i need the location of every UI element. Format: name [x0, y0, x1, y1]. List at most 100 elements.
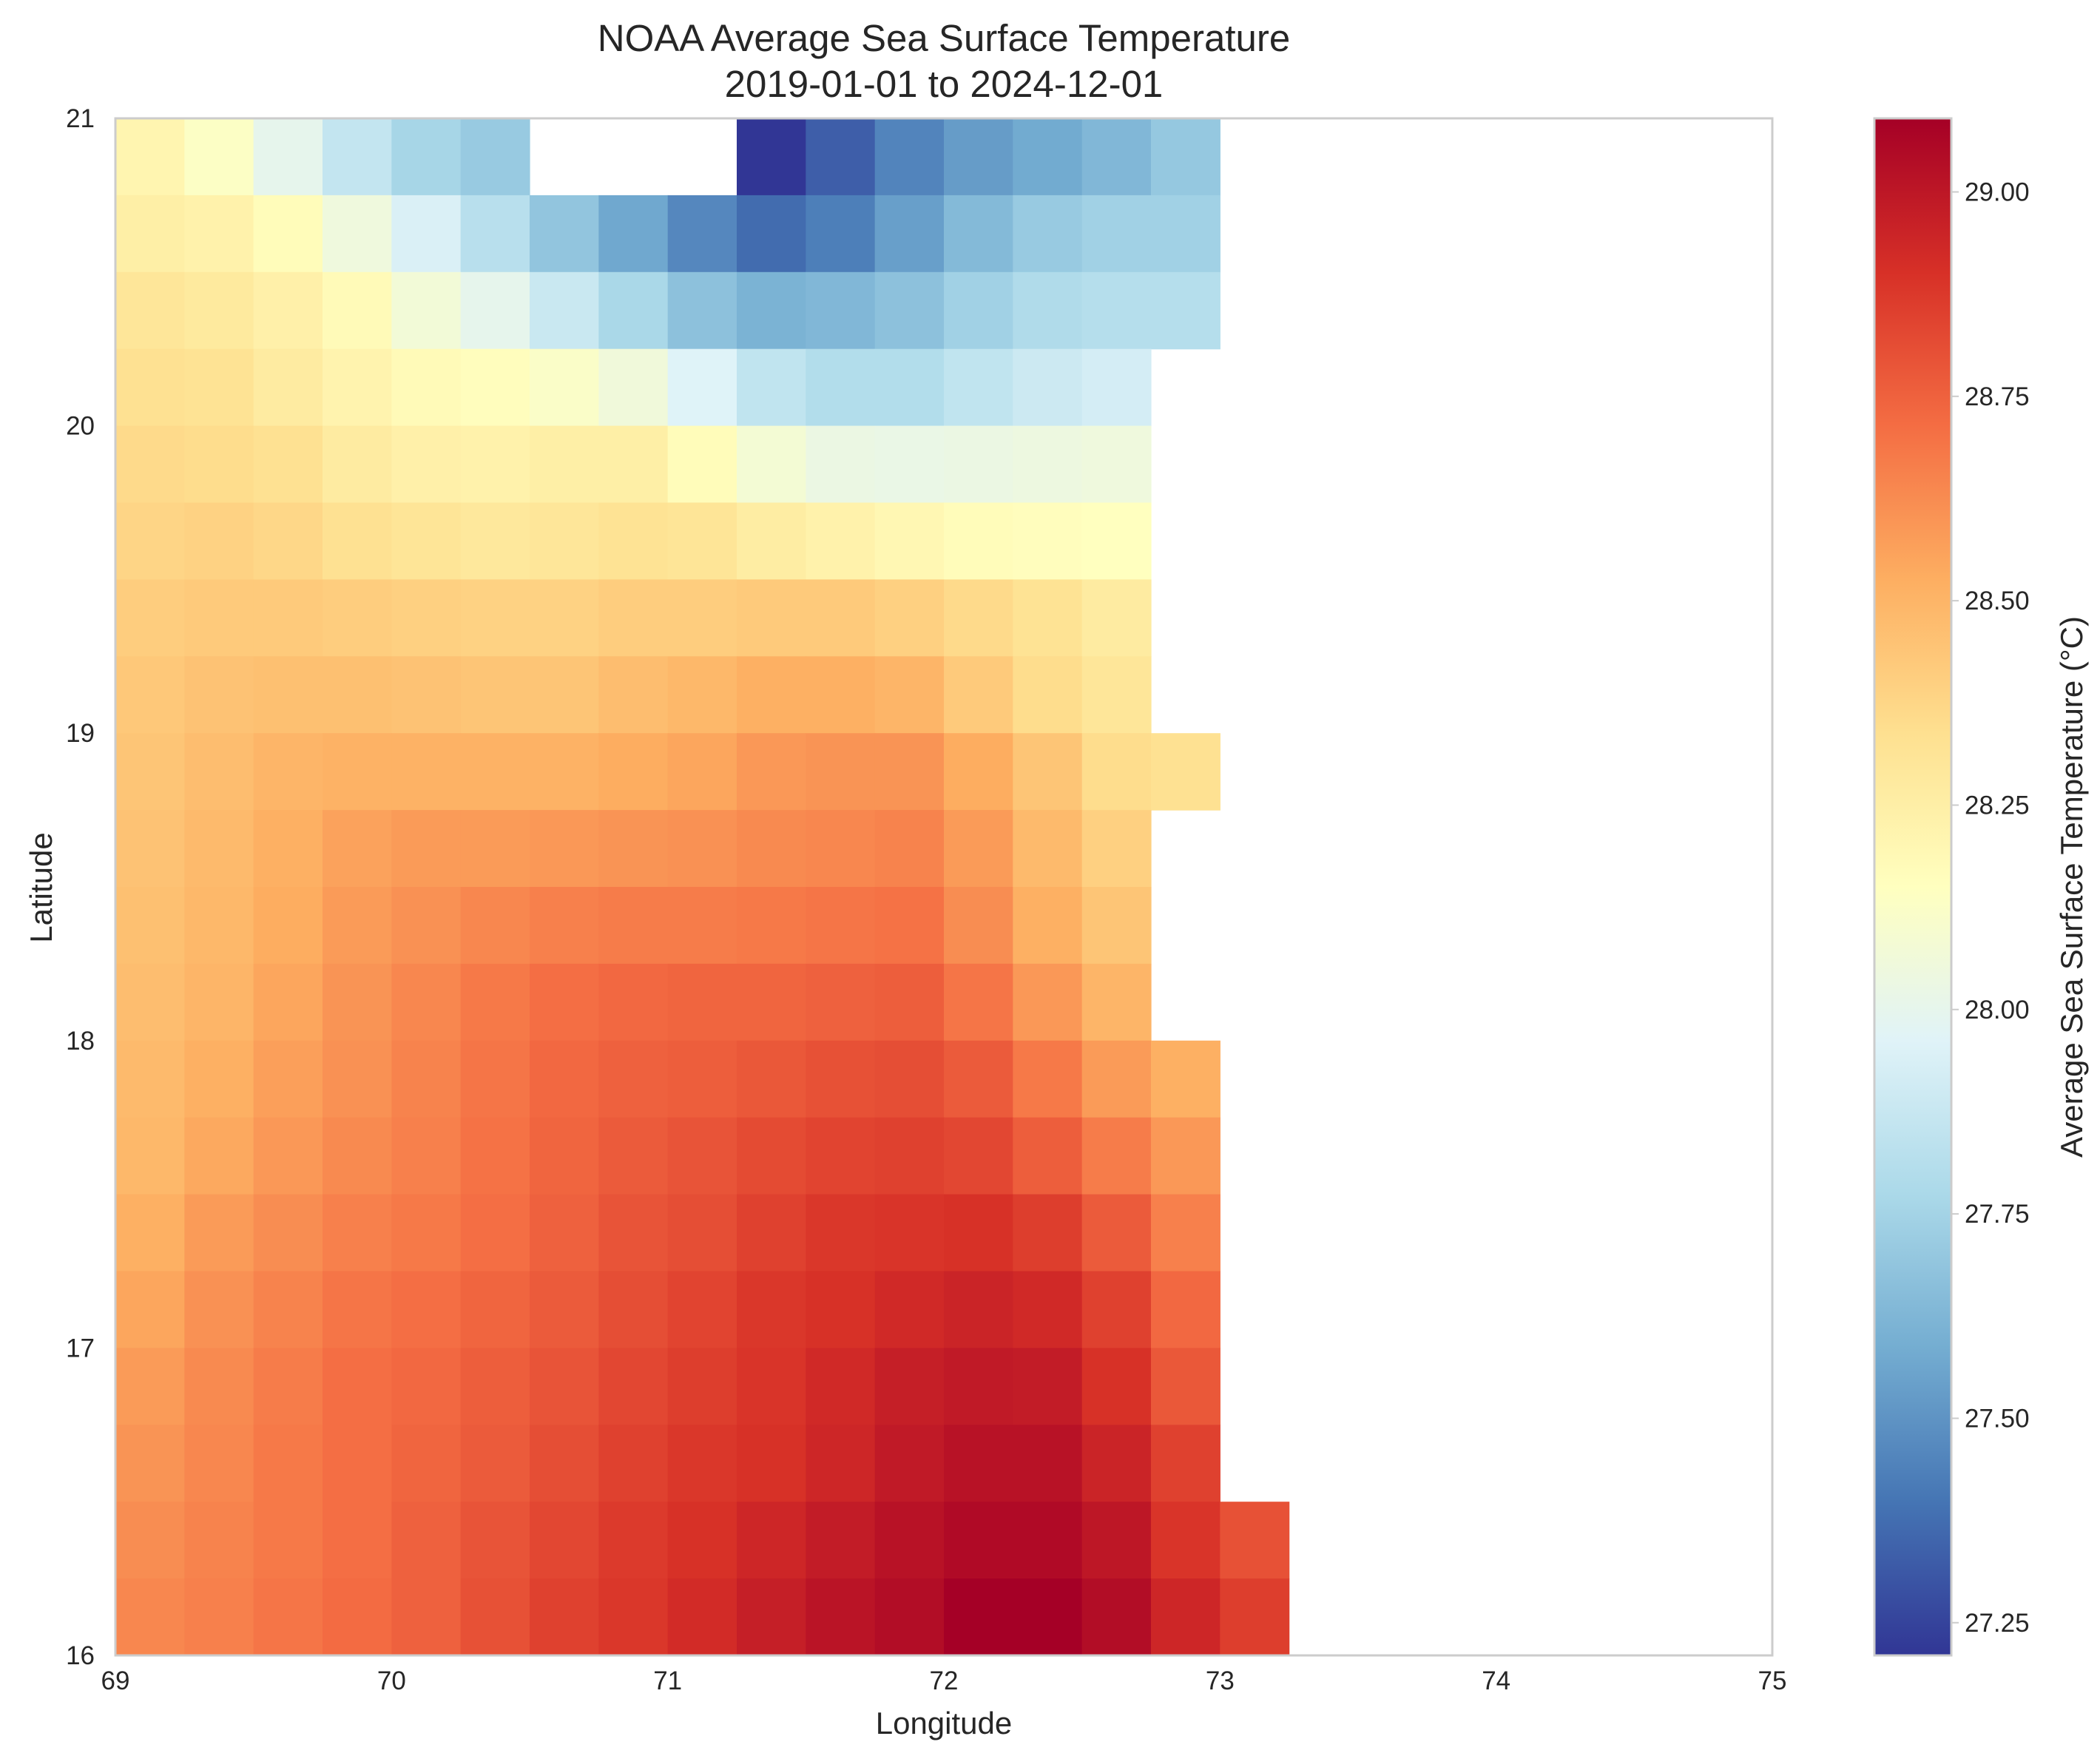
heatmap-cell [460, 1194, 530, 1272]
heatmap-cell [944, 1271, 1013, 1348]
heatmap-cell [667, 502, 737, 580]
heatmap-cell [253, 1271, 323, 1348]
heatmap-cell [667, 271, 737, 350]
y-tick-label: 18 [66, 1027, 95, 1056]
heatmap-cell [1013, 963, 1083, 1041]
heatmap-cell [944, 887, 1013, 965]
heatmap-cell [737, 425, 806, 504]
y-axis-label: Latitude [24, 832, 58, 942]
heatmap-cell [806, 579, 876, 657]
heatmap-cell [323, 733, 392, 811]
heatmap-cell [1081, 271, 1152, 350]
heatmap-cell [944, 1425, 1013, 1502]
heatmap-cell [874, 1578, 945, 1656]
heatmap-cell [737, 963, 806, 1041]
heatmap-cell [598, 425, 669, 504]
heatmap-cell [1013, 502, 1083, 580]
heatmap-cell [530, 1040, 599, 1118]
heatmap-cell [1151, 1348, 1221, 1425]
heatmap-cell [253, 1578, 323, 1656]
heatmap-cell [737, 656, 806, 734]
heatmap-cell [391, 733, 462, 811]
heatmap-cell [460, 1117, 530, 1195]
y-axis-ticks: 16 17 18 19 20 21 [66, 104, 95, 1670]
heatmap-cell [530, 271, 599, 350]
heatmap-cell [1013, 118, 1083, 196]
heatmap-cell [115, 1502, 185, 1579]
heatmap-cell [1081, 810, 1152, 888]
heatmap-cell [184, 271, 254, 350]
heatmap-cell [115, 348, 185, 427]
heatmap-cell [874, 963, 945, 1041]
heatmap-cell [115, 579, 185, 657]
heatmap-cell [391, 656, 462, 734]
heatmap-cell [874, 1040, 945, 1118]
heatmap-cell [184, 1271, 254, 1348]
heatmap-cell [874, 1194, 945, 1272]
heatmap-cell [184, 1425, 254, 1502]
heatmap-cell [874, 118, 945, 196]
heatmap-cell [598, 195, 669, 273]
heatmap-cell [1013, 1348, 1083, 1425]
plot-frame [114, 117, 1774, 1657]
heatmap-cell [944, 1348, 1013, 1425]
heatmap-cell [391, 118, 462, 196]
heatmap-cell [184, 810, 254, 888]
heatmap-cell [667, 195, 737, 273]
heatmap-cell [1013, 271, 1083, 350]
heatmap-cell [1081, 1348, 1152, 1425]
heatmap-cell [944, 1040, 1013, 1118]
heatmap-cell [391, 1194, 462, 1272]
heatmap-cell [874, 1271, 945, 1348]
heatmap-cell [1081, 733, 1152, 811]
heatmap-cell [184, 348, 254, 427]
heatmap-cell [460, 887, 530, 965]
heatmap-cell [737, 1502, 806, 1579]
heatmap-cell [598, 1194, 669, 1272]
heatmap-cell [1081, 963, 1152, 1041]
heatmap-cell [1151, 1117, 1221, 1195]
heatmap-cell [391, 425, 462, 504]
heatmap-cell [391, 1502, 462, 1579]
heatmap-cell [1151, 195, 1221, 273]
heatmap-cell [598, 656, 669, 734]
heatmap-cell [530, 1425, 599, 1502]
heatmap-cell [667, 963, 737, 1041]
heatmap-cell [1151, 1578, 1221, 1656]
heatmap-cell [530, 1271, 599, 1348]
heatmap-cell [598, 887, 669, 965]
heatmap-cell [323, 1425, 392, 1502]
colorbar-tick-label: 27.25 [1965, 1609, 2030, 1638]
heatmap-cell [391, 887, 462, 965]
heatmap-cell [874, 1117, 945, 1195]
heatmap-cell [323, 579, 392, 657]
heatmap-cell [667, 579, 737, 657]
heatmap-cell [737, 887, 806, 965]
heatmap-cell [253, 1425, 323, 1502]
heatmap-cell [806, 1271, 876, 1348]
heatmap-cell [391, 1271, 462, 1348]
heatmap-cell [115, 271, 185, 350]
heatmap-cell [530, 425, 599, 504]
heatmap-cell [530, 656, 599, 734]
heatmap-cell [944, 963, 1013, 1041]
heatmap-cell [944, 195, 1013, 273]
x-tick-label: 75 [1758, 1666, 1787, 1695]
heatmap-cell [115, 656, 185, 734]
heatmap-cell [944, 810, 1013, 888]
heatmap-cell [806, 195, 876, 273]
chart-title: NOAA Average Sea Surface Temperature [598, 17, 1291, 59]
x-tick-label: 69 [101, 1666, 130, 1695]
heatmap-cell [1013, 1117, 1083, 1195]
heatmap-cell [806, 1425, 876, 1502]
heatmap-cell [598, 1502, 669, 1579]
heatmap-cell [598, 1578, 669, 1656]
heatmap-cell [253, 1117, 323, 1195]
heatmap-cell [253, 1040, 323, 1118]
heatmap-cell [598, 271, 669, 350]
heatmap-cell [253, 887, 323, 965]
heatmap-cell [667, 1271, 737, 1348]
heatmap-cell [323, 963, 392, 1041]
heatmap-cell [737, 579, 806, 657]
